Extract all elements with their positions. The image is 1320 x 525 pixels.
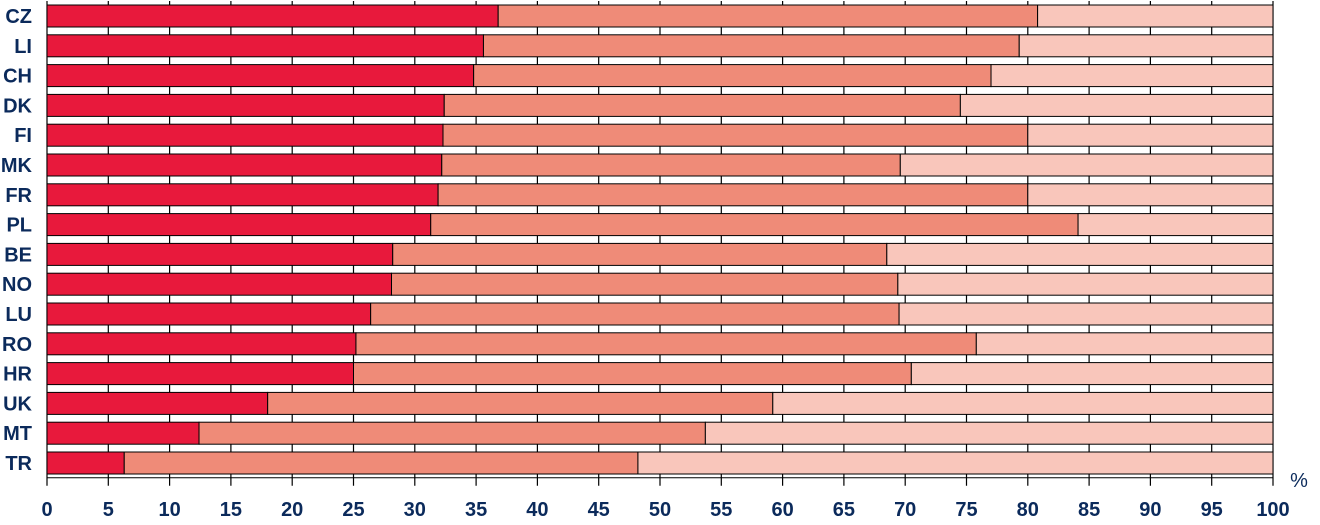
x-tick-label-80: 80 — [1017, 499, 1039, 521]
x-tick-label-35: 35 — [465, 499, 487, 521]
bar-ro-segment-3 — [975, 332, 1274, 356]
bar-be-segment-1 — [46, 242, 394, 266]
bar-lu-segment-3 — [898, 302, 1274, 326]
bar-fi-segment-3 — [1027, 123, 1274, 147]
x-tick-label-5: 5 — [103, 499, 114, 521]
bar-mt-segment-2 — [198, 421, 706, 445]
bar-uk-segment-3 — [772, 391, 1274, 415]
category-label-ro: RO — [2, 334, 32, 356]
category-label-uk: UK — [3, 393, 32, 415]
category-label-hr: HR — [3, 364, 32, 386]
bar-dk-segment-2 — [443, 93, 961, 117]
category-label-pl: PL — [6, 215, 32, 237]
category-labels: CZ LI CH DK FI MK FR PL BE NO LU RO HR UK MT TR — [1, 6, 33, 475]
x-tick-label-85: 85 — [1078, 499, 1100, 521]
x-tick-label-65: 65 — [833, 499, 855, 521]
x-tick-label-45: 45 — [588, 499, 610, 521]
x-unit-label: % — [1290, 470, 1308, 492]
x-tick-label-10: 10 — [158, 499, 180, 521]
x-tick-label-40: 40 — [526, 499, 548, 521]
bar-ch-segment-1 — [46, 64, 475, 88]
x-tick-label-70: 70 — [894, 499, 916, 521]
bar-cz-segment-3 — [1037, 4, 1274, 28]
bar-be-segment-3 — [886, 242, 1274, 266]
bar-tr-segment-1 — [46, 451, 125, 475]
bar-dk-segment-1 — [46, 93, 445, 117]
x-tick-label-15: 15 — [220, 499, 242, 521]
bars — [46, 4, 1274, 475]
bar-uk-segment-1 — [46, 391, 269, 415]
bar-pl-segment-1 — [46, 213, 432, 237]
x-tick-label-95: 95 — [1201, 499, 1223, 521]
category-label-be: BE — [4, 244, 32, 266]
x-tick-labels: 0 5 10 15 20 25 30 35 40 45 50 55 60 65 70 75 80 85 90 95 10… — [41, 499, 1289, 521]
bar-mk-segment-1 — [46, 153, 443, 177]
bar-be-segment-2 — [392, 242, 888, 266]
bar-mt-segment-1 — [46, 421, 200, 445]
bar-li-segment-3 — [1018, 34, 1274, 58]
x-tick-label-20: 20 — [281, 499, 303, 521]
bar-mt-segment-3 — [704, 421, 1274, 445]
category-label-fi: FI — [14, 125, 32, 147]
bar-ro-segment-1 — [46, 332, 357, 356]
x-tick-label-50: 50 — [649, 499, 671, 521]
bar-no-segment-3 — [897, 272, 1274, 296]
x-tick-label-75: 75 — [955, 499, 977, 521]
category-label-ch: CH — [3, 66, 32, 88]
bar-dk-segment-3 — [959, 93, 1274, 117]
category-label-lu: LU — [5, 304, 32, 326]
bar-no-segment-2 — [391, 272, 899, 296]
category-label-mt: MT — [3, 423, 32, 445]
x-tick-label-25: 25 — [342, 499, 364, 521]
bar-hr-segment-2 — [353, 362, 912, 386]
bar-cz-segment-1 — [46, 4, 499, 28]
bar-fi-segment-1 — [46, 123, 444, 147]
bar-fr-segment-2 — [437, 183, 1029, 207]
bar-fr-segment-1 — [46, 183, 439, 207]
category-label-cz: CZ — [5, 6, 32, 28]
bar-cz-segment-2 — [497, 4, 1039, 28]
bar-mk-segment-3 — [899, 153, 1274, 177]
bar-hr-segment-3 — [910, 362, 1274, 386]
category-label-mk: MK — [1, 155, 33, 177]
bar-tr-segment-2 — [123, 451, 639, 475]
x-tick-label-90: 90 — [1139, 499, 1161, 521]
bar-pl-segment-3 — [1077, 213, 1274, 237]
x-tick-label-60: 60 — [771, 499, 793, 521]
bar-lu-segment-2 — [370, 302, 900, 326]
bar-ch-segment-3 — [990, 64, 1274, 88]
bar-fi-segment-2 — [442, 123, 1029, 147]
bar-no-segment-1 — [46, 272, 393, 296]
category-label-no: NO — [2, 274, 32, 296]
x-tick-label-100: 100 — [1256, 499, 1289, 521]
category-label-dk: DK — [3, 95, 32, 117]
bar-li-segment-2 — [482, 34, 1020, 58]
x-tick-label-0: 0 — [41, 499, 52, 521]
bar-mk-segment-2 — [441, 153, 901, 177]
bar-tr-segment-3 — [637, 451, 1274, 475]
category-label-li: LI — [14, 36, 32, 58]
bar-lu-segment-1 — [46, 302, 372, 326]
bar-hr-segment-1 — [46, 362, 354, 386]
category-label-fr: FR — [5, 185, 32, 207]
x-tick-label-55: 55 — [710, 499, 732, 521]
bar-pl-segment-2 — [430, 213, 1079, 237]
bar-fr-segment-3 — [1027, 183, 1274, 207]
bar-ch-segment-2 — [473, 64, 992, 88]
bar-uk-segment-2 — [267, 391, 774, 415]
bar-ro-segment-2 — [355, 332, 977, 356]
category-label-tr: TR — [5, 453, 32, 475]
bar-li-segment-1 — [46, 34, 484, 58]
x-tick-label-30: 30 — [404, 499, 426, 521]
